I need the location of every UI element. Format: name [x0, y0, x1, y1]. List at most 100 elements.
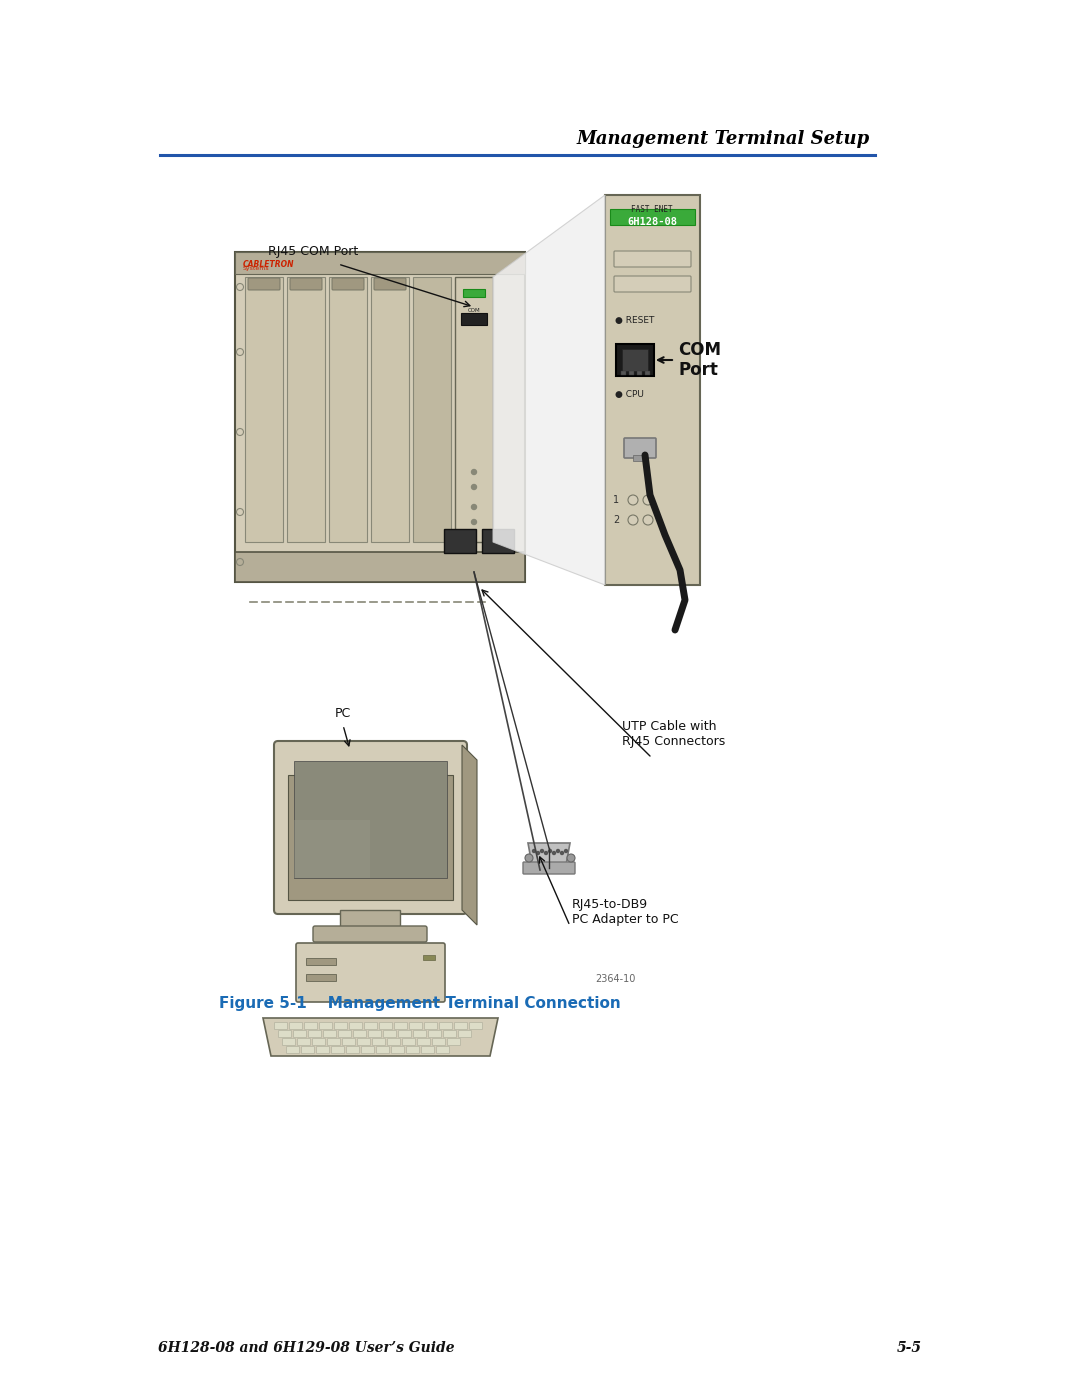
FancyBboxPatch shape [327, 1038, 340, 1045]
FancyBboxPatch shape [621, 372, 626, 374]
FancyBboxPatch shape [429, 1031, 442, 1038]
Polygon shape [462, 745, 477, 925]
FancyBboxPatch shape [324, 1031, 337, 1038]
Text: Figure 5-1    Management Terminal Connection: Figure 5-1 Management Terminal Connectio… [219, 996, 621, 1011]
FancyBboxPatch shape [248, 278, 280, 291]
FancyBboxPatch shape [365, 1023, 378, 1030]
FancyBboxPatch shape [637, 372, 642, 374]
FancyBboxPatch shape [329, 277, 367, 542]
FancyBboxPatch shape [279, 1031, 292, 1038]
Text: FAST ENET: FAST ENET [631, 205, 673, 214]
FancyBboxPatch shape [482, 529, 514, 553]
FancyBboxPatch shape [388, 1038, 401, 1045]
FancyBboxPatch shape [235, 251, 525, 274]
FancyBboxPatch shape [287, 277, 325, 542]
FancyBboxPatch shape [624, 439, 656, 458]
FancyBboxPatch shape [432, 1038, 446, 1045]
FancyBboxPatch shape [463, 289, 485, 298]
Text: CABLETRON: CABLETRON [243, 260, 295, 270]
FancyBboxPatch shape [523, 862, 575, 875]
FancyBboxPatch shape [440, 1023, 453, 1030]
FancyBboxPatch shape [316, 1046, 329, 1053]
Text: 2364-10: 2364-10 [595, 974, 635, 983]
FancyBboxPatch shape [629, 372, 634, 374]
FancyBboxPatch shape [409, 1023, 422, 1030]
FancyBboxPatch shape [406, 1046, 419, 1053]
Text: 6H128-08 and 6H129-08 User’s Guide: 6H128-08 and 6H129-08 User’s Guide [158, 1341, 455, 1355]
FancyBboxPatch shape [622, 349, 648, 372]
FancyBboxPatch shape [306, 974, 336, 981]
Polygon shape [528, 842, 570, 865]
Circle shape [567, 854, 575, 862]
FancyBboxPatch shape [332, 1046, 345, 1053]
Text: COM: COM [468, 307, 481, 313]
FancyBboxPatch shape [289, 1023, 302, 1030]
Circle shape [565, 849, 567, 852]
FancyBboxPatch shape [335, 1023, 348, 1030]
FancyBboxPatch shape [306, 958, 336, 965]
Circle shape [472, 520, 476, 524]
FancyBboxPatch shape [291, 278, 322, 291]
FancyBboxPatch shape [294, 820, 370, 877]
Circle shape [643, 495, 653, 504]
Polygon shape [235, 251, 525, 583]
Circle shape [472, 469, 476, 475]
Text: Systems: Systems [243, 265, 270, 271]
FancyBboxPatch shape [424, 1023, 437, 1030]
FancyBboxPatch shape [320, 1023, 333, 1030]
FancyBboxPatch shape [301, 1046, 314, 1053]
Circle shape [561, 852, 564, 855]
FancyBboxPatch shape [305, 1023, 318, 1030]
FancyBboxPatch shape [470, 1023, 483, 1030]
FancyBboxPatch shape [455, 277, 492, 542]
Circle shape [532, 849, 536, 852]
FancyBboxPatch shape [418, 1038, 431, 1045]
FancyBboxPatch shape [235, 552, 525, 583]
Circle shape [627, 515, 638, 525]
FancyBboxPatch shape [283, 1038, 296, 1045]
FancyBboxPatch shape [373, 1038, 386, 1045]
FancyBboxPatch shape [245, 277, 283, 542]
Text: RJ45 COM Port: RJ45 COM Port [268, 244, 359, 258]
Text: 2: 2 [613, 515, 619, 525]
FancyBboxPatch shape [374, 278, 406, 291]
FancyBboxPatch shape [313, 926, 427, 942]
FancyBboxPatch shape [294, 1031, 307, 1038]
Text: UTP Cable with
RJ45 Connectors: UTP Cable with RJ45 Connectors [622, 719, 726, 747]
FancyBboxPatch shape [633, 455, 645, 461]
FancyBboxPatch shape [421, 1046, 434, 1053]
FancyBboxPatch shape [403, 1038, 416, 1045]
Text: COM
Port: COM Port [678, 341, 721, 380]
Circle shape [549, 849, 552, 852]
FancyBboxPatch shape [605, 196, 700, 585]
Text: PC: PC [335, 707, 351, 719]
Circle shape [540, 849, 543, 852]
Circle shape [525, 854, 534, 862]
FancyBboxPatch shape [309, 1031, 322, 1038]
FancyBboxPatch shape [379, 1023, 392, 1030]
FancyBboxPatch shape [362, 1046, 375, 1053]
FancyBboxPatch shape [297, 1038, 311, 1045]
FancyBboxPatch shape [353, 1031, 366, 1038]
Text: RJ45-to-DB9
PC Adapter to PC: RJ45-to-DB9 PC Adapter to PC [572, 898, 678, 926]
FancyBboxPatch shape [391, 1046, 405, 1053]
Text: 5-5: 5-5 [897, 1341, 922, 1355]
FancyBboxPatch shape [615, 251, 691, 267]
FancyBboxPatch shape [340, 909, 400, 928]
FancyBboxPatch shape [294, 761, 447, 877]
FancyBboxPatch shape [383, 1031, 396, 1038]
FancyBboxPatch shape [288, 775, 453, 900]
FancyBboxPatch shape [461, 313, 487, 326]
FancyBboxPatch shape [616, 344, 654, 376]
Text: ● RESET: ● RESET [615, 316, 654, 324]
FancyBboxPatch shape [372, 277, 409, 542]
FancyBboxPatch shape [368, 1031, 381, 1038]
FancyBboxPatch shape [459, 1031, 472, 1038]
Circle shape [643, 515, 653, 525]
FancyBboxPatch shape [413, 277, 451, 542]
Text: 6H128-08: 6H128-08 [627, 217, 677, 226]
FancyBboxPatch shape [342, 1038, 355, 1045]
FancyBboxPatch shape [423, 956, 435, 960]
Circle shape [544, 852, 548, 855]
FancyBboxPatch shape [447, 1038, 460, 1045]
